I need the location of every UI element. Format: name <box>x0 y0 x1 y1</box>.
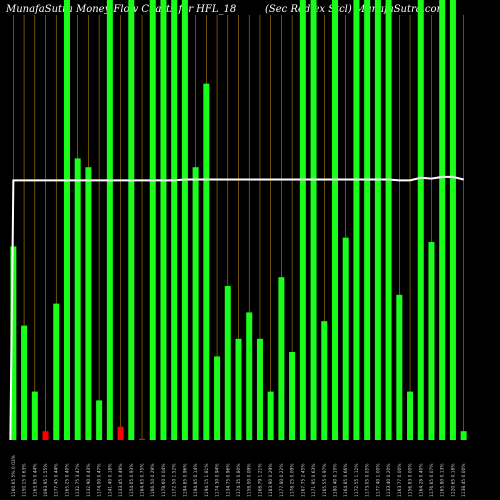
money-flow-bar <box>267 391 274 440</box>
x-tick-label: 1172.50 1.52% <box>172 463 178 497</box>
x-tick-label: 1165.80 0.13% <box>440 463 446 497</box>
x-tick-label: 1177.40 1.00% <box>375 463 381 497</box>
money-flow-bar <box>449 0 456 440</box>
money-flow-bar <box>96 400 103 440</box>
money-flow-bar <box>299 0 306 440</box>
money-flow-bar <box>407 391 414 440</box>
money-flow-bar <box>171 0 178 440</box>
x-tick-label: 1158.00 0.09% <box>247 463 253 497</box>
money-flow-bar <box>321 321 328 440</box>
money-flow-bar <box>331 0 338 440</box>
money-flow-bar <box>439 0 446 440</box>
x-tick-label: 1180.40 0.10% <box>332 463 338 497</box>
price-line-group <box>9 175 464 441</box>
x-tick-label: 1165.25 0.40% <box>64 463 70 497</box>
x-tick-label: 1194.85 0.96% <box>182 463 188 497</box>
money-flow-bar <box>74 158 81 440</box>
money-flow-bar <box>278 277 285 440</box>
x-tick-label: 1120.65 0.18% <box>450 463 456 497</box>
x-tick-label: 1134.75 0.96% <box>225 463 231 497</box>
money-flow-bar <box>460 431 467 440</box>
x-tick-label: 1163.85 0.44% <box>32 463 38 497</box>
x-tick-label: 1183.90 0.29% <box>268 463 274 497</box>
x-tick-label: 1171.95 0.63% <box>311 463 317 497</box>
money-flow-bar <box>117 426 124 440</box>
x-tick-label: 1172.55 1.12% <box>354 463 360 497</box>
money-flow-bar <box>203 83 210 440</box>
money-flow-bar <box>10 246 17 440</box>
x-tick-label: 1194.15 1.81% <box>204 463 210 497</box>
money-flow-bar <box>53 303 60 440</box>
x-tick-label: 1093.95 1.55% <box>43 463 49 497</box>
money-flow-bar <box>181 0 188 440</box>
money-flow-bar <box>385 0 392 440</box>
money-flow-bar <box>289 352 296 440</box>
bars <box>10 0 467 440</box>
x-tick-label: 1132.90 0.43% <box>86 463 92 497</box>
x-tick-label: 1160.65 5% 0.03% <box>11 455 17 497</box>
x-tick-label: 1174.35 0.80% <box>236 463 242 497</box>
chart-title: MunafaSutra Money Flow Charts for HFL_18 <box>5 4 236 15</box>
x-tick-label: 1154.05 0.93% <box>129 463 135 497</box>
money-flow-bar <box>235 338 242 440</box>
money-flow-bar <box>256 338 263 440</box>
money-flow-bar <box>246 312 253 440</box>
money-flow-bar <box>374 0 381 440</box>
money-flow-bar <box>396 294 403 440</box>
money-flow-bar <box>364 0 371 440</box>
x-tick-label: 1194.85 0.14% <box>193 463 199 497</box>
x-tick-label: 1133.40 0.20% <box>386 463 392 497</box>
x-tick-label: 1174.30 0.94% <box>215 463 221 497</box>
x-tick-labels: 1160.65 5% 0.03% 1150.15 0.63% 1163.85 0.4… <box>11 455 467 497</box>
money-flow-bar <box>310 0 317 440</box>
x-tick-label: 1168.79 1.21% <box>257 463 263 497</box>
x-tick-label: 1141.40 0.18% <box>107 463 113 497</box>
money-flow-bar <box>106 0 113 440</box>
money-flow-bar <box>149 0 156 440</box>
x-tick-label: 1167.75 2.45% <box>300 463 306 497</box>
x-tick-label: 1133.45 0.49% <box>118 463 124 497</box>
x-tick-label: 1166.50 0.29% <box>150 463 156 497</box>
x-tick-label: 1163.77 0.00% <box>397 463 403 497</box>
money-flow-bar <box>353 0 360 440</box>
x-tick-label: 1178.60 0.04% <box>161 463 167 497</box>
money-flow-bar <box>42 431 49 440</box>
money-flow-bar <box>31 391 38 440</box>
money-flow-bar <box>21 325 28 440</box>
x-tick-label: 1164.65 0.75% <box>140 463 146 497</box>
x-tick-label: 1174.00 0.47% <box>97 463 103 497</box>
money-flow-bar <box>224 286 231 440</box>
money-flow-bar <box>160 0 167 440</box>
x-tick-label: 1164.28 0.40% <box>418 463 424 497</box>
x-tick-label: 1156.83 0.00% <box>408 463 414 497</box>
money-flow-bar <box>417 0 424 440</box>
x-tick-label: 1150.15 0.63% <box>22 463 28 497</box>
x-tick-label: 1132.75 3.47% <box>75 463 81 497</box>
money-flow-bar <box>428 242 435 440</box>
money-flow-bar <box>342 237 349 440</box>
x-tick-label: 1138.45 0.00% <box>461 463 467 497</box>
x-tick-label: 1177.80 0.22% <box>279 463 285 497</box>
money-flow-bar <box>139 438 146 440</box>
money-flow-bar <box>214 356 221 440</box>
x-tick-label: 1178.25 0.09% <box>290 463 296 497</box>
x-tick-label: 1176.65 0.07% <box>429 463 435 497</box>
money-flow-bar <box>85 167 92 440</box>
money-flow-bar <box>63 0 70 440</box>
money-flow-bar <box>128 0 135 440</box>
price-line <box>9 175 464 441</box>
x-tick-label: 1173.05 0.05% <box>365 463 371 497</box>
x-tick-label: 1165.55 0.97% <box>322 463 328 497</box>
money-flow-bar <box>192 167 199 440</box>
x-tick-label: 1177.45 0.44% <box>54 463 60 497</box>
x-tick-label: 1164.85 0.66% <box>343 463 349 497</box>
